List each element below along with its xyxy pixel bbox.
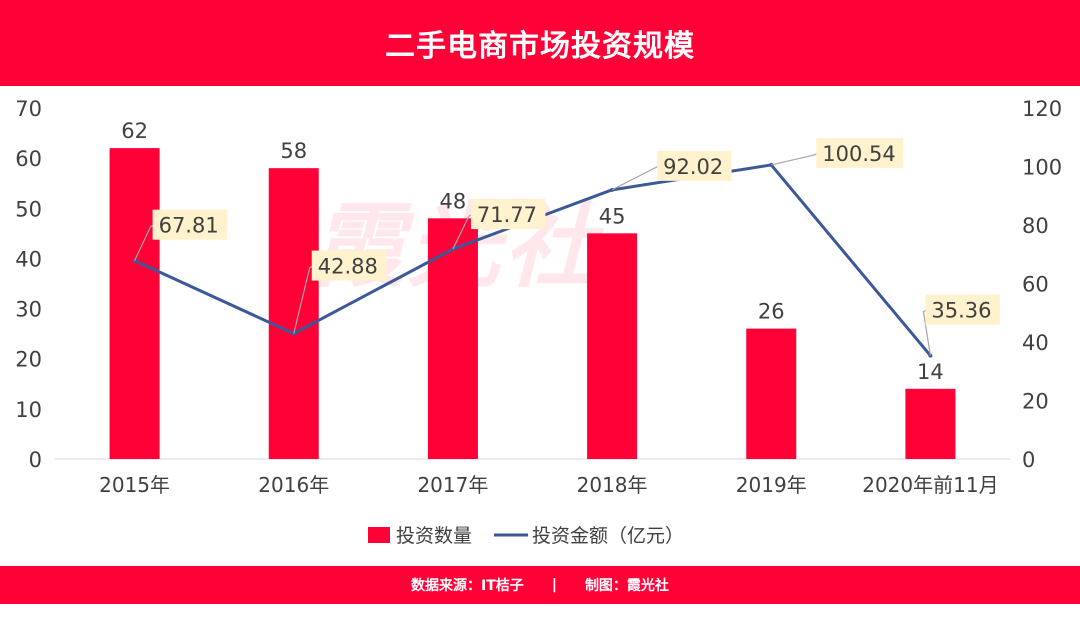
line-value-label: 67.81 xyxy=(159,214,219,238)
legend: 投资数量 投资金额（亿元） xyxy=(368,525,684,547)
left-axis-tick-label: 50 xyxy=(15,197,42,221)
line-series xyxy=(133,163,932,357)
left-axis-tick-label: 10 xyxy=(15,398,42,422)
x-axis-tick-label: 2020年前11月 xyxy=(862,473,998,497)
right-axis-tick-label: 100 xyxy=(1022,156,1062,180)
bar xyxy=(587,233,638,459)
bar xyxy=(905,388,956,459)
line-value-label-bg xyxy=(470,199,546,230)
left-axis-tick-label: 70 xyxy=(15,97,42,121)
right-axis-tick-label: 40 xyxy=(1022,331,1049,355)
bar-value-label: 45 xyxy=(599,204,626,228)
left-axis-tick-label: 60 xyxy=(15,147,42,171)
x-axis-tick-label: 2019年 xyxy=(736,473,807,497)
line-value-label: 35.36 xyxy=(931,299,991,323)
right-axis-tick-label: 0 xyxy=(1022,448,1035,472)
line-value-label: 42.88 xyxy=(318,255,378,279)
title-bar: 二手电商市场投资规模 xyxy=(0,0,1080,86)
line-value-label-bg xyxy=(925,294,1000,325)
callout-leader xyxy=(771,152,819,166)
bar-value-label: 58 xyxy=(280,139,307,163)
x-axis-tick-label: 2017年 xyxy=(417,473,488,497)
left-axis-tick-label: 0 xyxy=(29,448,42,472)
x-axis-tick-label: 2015年 xyxy=(99,473,170,497)
footer-separator: | xyxy=(551,577,557,593)
line-layer xyxy=(132,162,933,358)
bar xyxy=(427,218,478,459)
bar-value-label: 14 xyxy=(917,360,944,384)
line-value-label-bg xyxy=(816,137,904,168)
line-value-label: 92.02 xyxy=(663,155,723,179)
left-axis: 0 10 20 30 40 50 60 70 xyxy=(15,97,42,472)
bar xyxy=(268,168,319,459)
line-value-label: 100.54 xyxy=(822,142,895,166)
line-value-label: 71.77 xyxy=(477,203,537,227)
bar-labels: 62 58 48 45 26 14 xyxy=(121,119,944,384)
left-axis-tick-label: 20 xyxy=(15,348,42,372)
x-labels: 2015年 2016年 2017年 2018年 2019年 2020年前11月 xyxy=(99,473,998,497)
line-labels: 67.81 42.88 71.77 92.02 100.54 35.36 xyxy=(134,137,1000,356)
right-axis: 0 20 40 60 80 100 120 xyxy=(1022,97,1062,472)
right-axis-tick-label: 80 xyxy=(1022,214,1049,238)
legend-bar-swatch xyxy=(368,527,390,543)
bar-value-label: 62 xyxy=(121,119,148,143)
right-axis-tick-label: 60 xyxy=(1022,273,1049,297)
legend-bar-label: 投资数量 xyxy=(396,525,472,547)
x-axis-tick-label: 2016年 xyxy=(258,473,329,497)
right-axis-tick-label: 20 xyxy=(1022,390,1049,414)
bar xyxy=(746,328,797,459)
line-value-label-bg xyxy=(657,150,732,181)
legend-line-label: 投资金额（亿元） xyxy=(532,525,684,547)
footer-credit: 制图：霞光社 xyxy=(584,578,669,594)
footer-bar: 数据来源：IT桔子 | 制图：霞光社 xyxy=(0,566,1080,604)
bar xyxy=(109,148,160,459)
left-axis-tick-label: 40 xyxy=(15,247,42,271)
chart-title: 二手电商市场投资规模 xyxy=(385,29,695,64)
right-axis-tick-label: 120 xyxy=(1022,97,1062,121)
footer-source: 数据来源：IT桔子 xyxy=(411,578,524,594)
combo-chart: 0 10 20 30 40 50 60 70 0 20 40 60 80 100 120 62 58 48 45… xyxy=(15,97,1062,547)
line-value-label-bg xyxy=(152,209,228,240)
bar-value-label: 26 xyxy=(758,300,785,324)
line-value-label-bg xyxy=(311,250,387,281)
left-axis-tick-label: 30 xyxy=(15,298,42,322)
bar-value-label: 48 xyxy=(440,189,467,213)
x-axis-tick-label: 2018年 xyxy=(577,473,648,497)
bars xyxy=(109,148,956,459)
